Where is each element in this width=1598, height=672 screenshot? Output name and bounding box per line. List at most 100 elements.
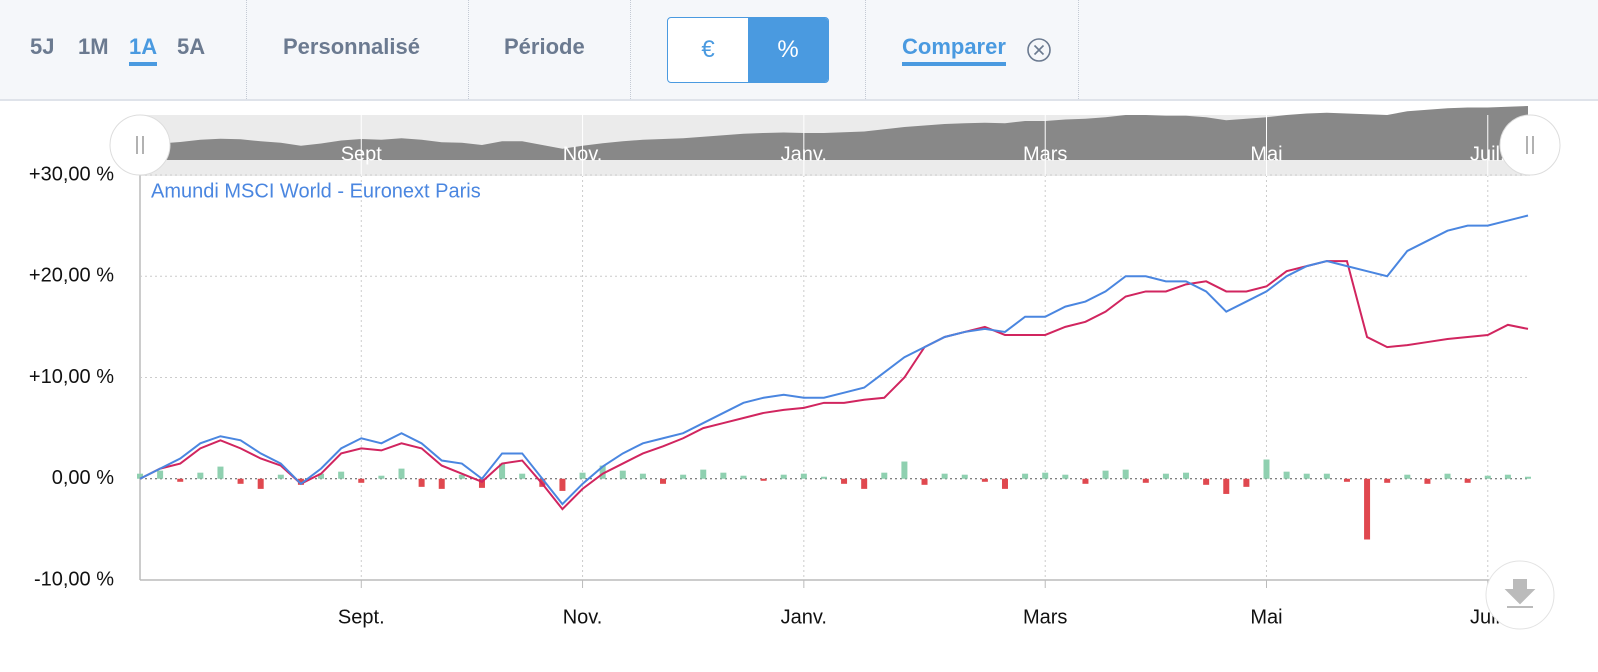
bar bbox=[1183, 472, 1190, 479]
bar bbox=[217, 466, 224, 479]
bar bbox=[1424, 478, 1431, 484]
clear-compare[interactable] bbox=[1026, 37, 1052, 63]
bar bbox=[478, 478, 485, 488]
navigator-area bbox=[140, 106, 1528, 160]
y-tick-label: +30,00 % bbox=[29, 163, 114, 185]
bar bbox=[1203, 478, 1210, 485]
bar bbox=[760, 478, 767, 481]
bar bbox=[1122, 469, 1129, 479]
bar bbox=[861, 478, 868, 489]
bar bbox=[257, 478, 264, 489]
bar bbox=[740, 475, 747, 479]
bar bbox=[559, 478, 566, 491]
bar bbox=[1364, 478, 1371, 540]
bar bbox=[358, 478, 365, 483]
bar bbox=[1303, 473, 1310, 479]
bar bbox=[1323, 473, 1330, 479]
bar bbox=[680, 474, 687, 479]
bar bbox=[177, 478, 184, 482]
navigator-handle[interactable] bbox=[1499, 114, 1561, 176]
bar bbox=[1243, 478, 1250, 487]
navigator-label: Nov. bbox=[563, 143, 603, 165]
navigator-handle[interactable] bbox=[109, 114, 171, 176]
range-button[interactable]: 1M bbox=[78, 34, 109, 59]
range-button[interactable]: 1A bbox=[129, 34, 158, 66]
bar bbox=[1484, 475, 1491, 479]
separator bbox=[246, 0, 247, 99]
bar bbox=[1162, 473, 1169, 479]
y-tick-label: +20,00 % bbox=[29, 265, 114, 287]
bar bbox=[1102, 470, 1109, 479]
bar bbox=[1042, 472, 1049, 479]
line bbox=[139, 214, 1529, 506]
handle-circle bbox=[1499, 114, 1561, 176]
period-button[interactable]: Période bbox=[504, 34, 585, 59]
bar bbox=[1283, 471, 1290, 479]
bar bbox=[1263, 459, 1270, 479]
bar bbox=[579, 472, 586, 479]
bar bbox=[438, 478, 445, 489]
download-icon bbox=[1504, 579, 1536, 608]
bar bbox=[318, 473, 325, 479]
y-tick-label: +10,00 % bbox=[29, 366, 114, 388]
unit-toggle: € % bbox=[667, 17, 829, 83]
range-button[interactable]: 5A bbox=[177, 34, 206, 59]
y-tick-label: 0,00 % bbox=[52, 467, 114, 489]
bar bbox=[519, 473, 526, 479]
bar bbox=[1404, 474, 1411, 479]
navigator-label: Janv. bbox=[781, 143, 827, 165]
bar bbox=[338, 471, 345, 479]
bar bbox=[398, 468, 405, 479]
bar bbox=[378, 475, 385, 479]
bar bbox=[941, 473, 948, 479]
bar bbox=[297, 478, 304, 485]
bar bbox=[921, 478, 928, 485]
bar bbox=[639, 473, 646, 479]
bar bbox=[157, 470, 164, 479]
bar bbox=[1001, 478, 1008, 489]
handle-grip bbox=[136, 136, 144, 154]
compare-button[interactable]: Comparer bbox=[902, 34, 1006, 66]
separator bbox=[630, 0, 631, 99]
bar bbox=[277, 474, 284, 479]
bar bbox=[780, 474, 787, 479]
line bbox=[139, 260, 1529, 511]
bar bbox=[1343, 478, 1350, 482]
download-button[interactable] bbox=[1485, 560, 1555, 630]
bar bbox=[901, 461, 908, 479]
bar bbox=[1504, 474, 1511, 479]
bar bbox=[619, 470, 626, 479]
x-tick-label: Mai bbox=[1250, 606, 1282, 628]
legend-entry: Amundi MSCI World - Euronext Paris bbox=[151, 180, 481, 202]
separator bbox=[468, 0, 469, 99]
x-tick-label: Janv. bbox=[781, 606, 827, 628]
custom-button[interactable]: Personnalisé bbox=[283, 34, 420, 59]
separator bbox=[1078, 0, 1079, 99]
bar bbox=[1525, 476, 1531, 479]
bar bbox=[499, 463, 506, 479]
bar bbox=[1384, 478, 1391, 483]
bar bbox=[961, 474, 968, 479]
navigator-label: Juil. bbox=[1470, 143, 1506, 165]
bar bbox=[720, 472, 727, 479]
y-tick-label: -10,00 % bbox=[34, 568, 114, 590]
navigator-label: Sept bbox=[341, 143, 383, 165]
unit-button[interactable]: € bbox=[701, 36, 715, 63]
x-tick-label: Mars bbox=[1023, 606, 1067, 628]
bar bbox=[1022, 473, 1029, 479]
bar bbox=[1223, 478, 1230, 494]
x-tick-label: Nov. bbox=[563, 606, 603, 628]
bar bbox=[1464, 478, 1471, 483]
bar bbox=[800, 473, 807, 479]
x-tick-label: Sept. bbox=[338, 606, 385, 628]
bar bbox=[599, 465, 606, 479]
bar bbox=[137, 473, 143, 479]
bar bbox=[1444, 473, 1451, 479]
range-button[interactable]: 5J bbox=[30, 34, 55, 59]
bar bbox=[841, 478, 848, 484]
bar bbox=[197, 472, 204, 479]
toolbar: 5J 1M 1A 5A Personnalisé Période € % Com… bbox=[0, 0, 1598, 101]
unit-button[interactable]: % bbox=[748, 18, 828, 82]
